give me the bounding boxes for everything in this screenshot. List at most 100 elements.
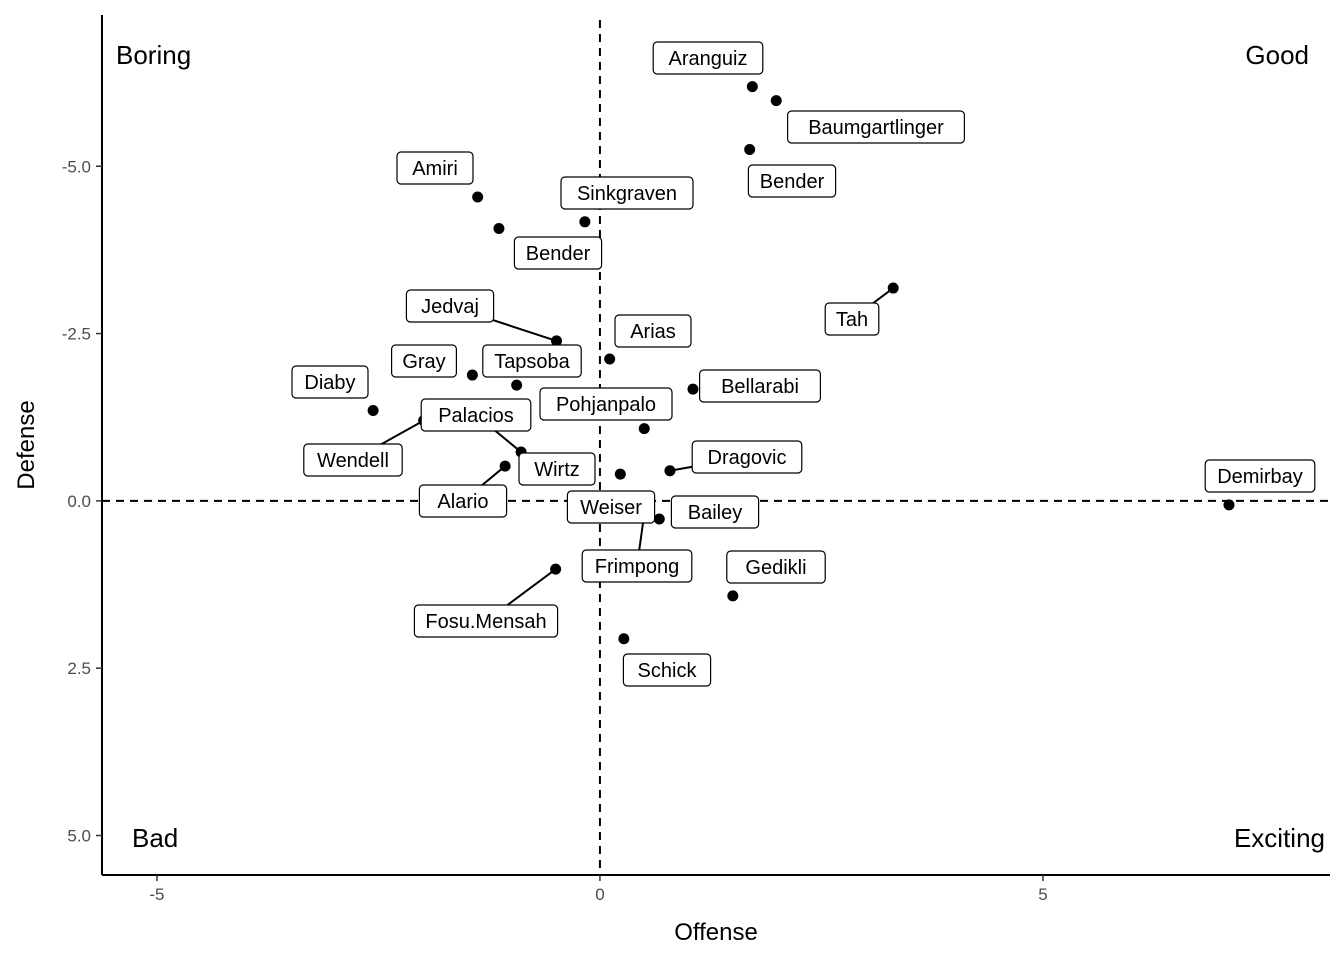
point-label: Schick: [622, 653, 712, 687]
data-point: [614, 468, 626, 480]
label-text: Wendell: [317, 450, 389, 472]
label-text: Baumgartlinger: [808, 117, 944, 139]
point-label: Sinkgraven: [560, 176, 694, 210]
point-label: Arias: [614, 314, 692, 348]
label-box: [652, 41, 764, 75]
label-box: [622, 653, 712, 687]
y-tick-label: 5.0: [67, 827, 91, 846]
point-label: Gedikli: [726, 550, 826, 584]
label-box: [418, 484, 508, 518]
label-box: [670, 495, 760, 529]
label-text: Pohjanpalo: [556, 394, 656, 416]
point-label: Bailey: [670, 495, 760, 529]
label-text: Schick: [638, 660, 698, 682]
label-text: Tapsoba: [494, 351, 570, 373]
label-text: Bailey: [688, 502, 742, 524]
point-label: Tah: [824, 302, 880, 336]
y-tick-label: 0.0: [67, 492, 91, 511]
label-box: [539, 387, 673, 421]
label-box: [560, 176, 694, 210]
data-point: [744, 144, 756, 156]
label-text: Demirbay: [1217, 466, 1303, 488]
point-label: Amiri: [396, 151, 474, 185]
quadrant-label-bad: Bad: [132, 823, 178, 853]
label-text: Wirtz: [534, 459, 580, 481]
label-text: Gray: [402, 351, 445, 373]
label-box: [413, 604, 559, 638]
x-tick-label: -5: [149, 885, 164, 904]
point-label: Bellarabi: [698, 369, 821, 403]
label-text: Diaby: [304, 372, 355, 394]
label-box: [824, 302, 880, 336]
label-text: Bellarabi: [721, 376, 799, 398]
label-text: Amiri: [412, 158, 458, 180]
label-box: [566, 490, 656, 524]
point-label: Weiser: [566, 490, 656, 524]
point-label: Frimpong: [581, 549, 693, 583]
data-point: [727, 590, 739, 602]
data-point: [1223, 499, 1235, 511]
quadrant-label-good: Good: [1245, 40, 1309, 70]
x-axis-title: Offense: [674, 919, 758, 946]
label-text: Sinkgraven: [577, 183, 677, 205]
data-point: [604, 353, 616, 365]
data-point: [687, 383, 699, 395]
label-text: Palacios: [438, 405, 514, 427]
point-label: Dragovic: [691, 440, 803, 474]
label-box: [303, 443, 403, 477]
label-text: Dragovic: [708, 447, 787, 469]
data-point: [367, 405, 379, 417]
data-point: [770, 95, 782, 107]
point-label: Gray: [391, 344, 458, 378]
label-box: [405, 289, 495, 323]
point-label: Wirtz: [518, 452, 596, 486]
quadrant-label-exciting: Exciting: [1234, 823, 1325, 853]
label-text: Weiser: [580, 497, 642, 519]
label-text: Fosu.Mensah: [425, 611, 546, 633]
point-label: Baumgartlinger: [786, 110, 965, 144]
label-box: [396, 151, 474, 185]
data-point: [551, 335, 563, 347]
label-box: [726, 550, 826, 584]
label-box: [581, 549, 693, 583]
label-text: Tah: [836, 309, 868, 331]
label-text: Gedikli: [745, 557, 806, 579]
point-label: Demirbay: [1204, 459, 1316, 493]
label-box: [391, 344, 458, 378]
data-point: [466, 369, 478, 381]
y-tick-label: -5.0: [62, 157, 91, 176]
label-text: Jedvaj: [421, 296, 479, 318]
point-label: Bender: [513, 236, 603, 270]
label-text: Frimpong: [595, 556, 679, 578]
point-label: Jedvaj: [405, 289, 495, 323]
data-point: [550, 563, 562, 575]
label-box: [691, 440, 803, 474]
label-box: [513, 236, 603, 270]
point-label: Diaby: [291, 365, 369, 399]
label-text: Bender: [760, 171, 825, 193]
point-label: Aranguiz: [652, 41, 764, 75]
label-text: Aranguiz: [669, 48, 748, 70]
point-label: Palacios: [420, 398, 532, 432]
point-label: Fosu.Mensah: [413, 604, 559, 638]
label-box: [518, 452, 596, 486]
label-box: [1204, 459, 1316, 493]
point-label: Alario: [418, 484, 508, 518]
label-box: [291, 365, 369, 399]
x-tick-label: 0: [595, 885, 604, 904]
label-box: [614, 314, 692, 348]
label-box: [747, 164, 837, 198]
data-point: [618, 633, 630, 645]
data-point: [472, 191, 484, 203]
y-tick-label: 2.5: [67, 659, 91, 678]
label-text: Alario: [437, 491, 488, 513]
data-point: [511, 379, 523, 391]
x-tick-label: 5: [1038, 885, 1047, 904]
label-text: Bender: [526, 243, 591, 265]
data-point: [887, 282, 899, 294]
label-box: [698, 369, 821, 403]
data-point: [653, 513, 665, 525]
y-tick-label: -2.5: [62, 325, 91, 344]
y-axis-title: Defense: [13, 400, 40, 489]
